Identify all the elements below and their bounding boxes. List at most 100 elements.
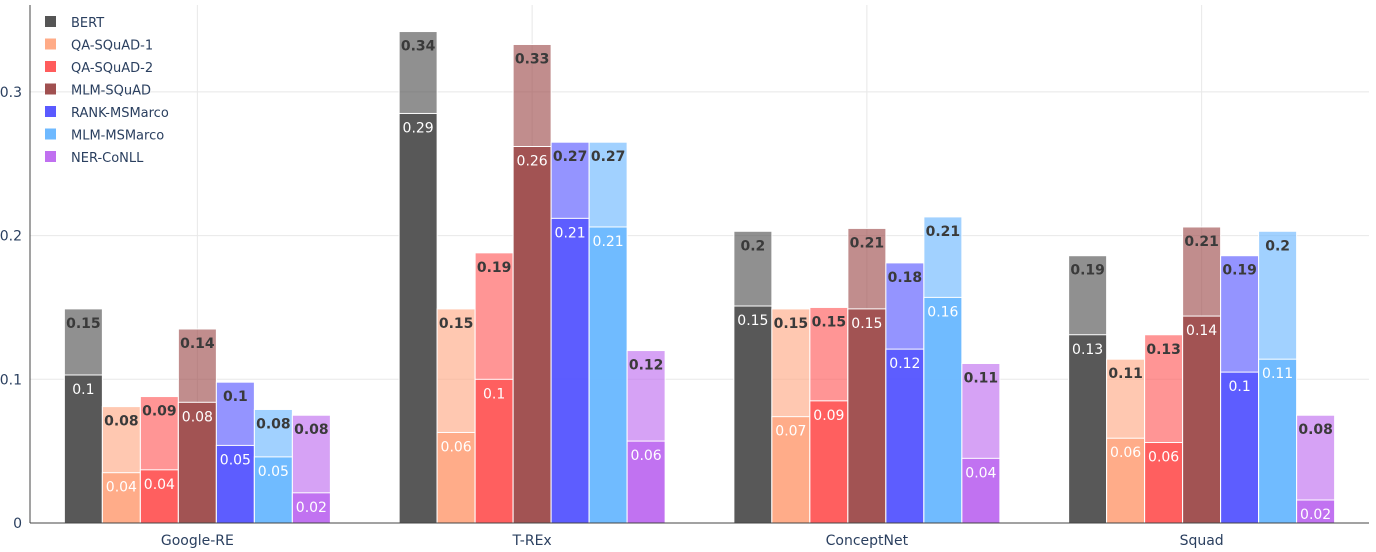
bar-inner-label: 0.15 [737, 313, 768, 329]
bar-inner [139, 469, 179, 524]
bar-inner-label: 0.09 [813, 408, 844, 424]
bar-outer-label: 0.21 [1184, 234, 1219, 250]
bar-inner-label: 0.04 [965, 465, 996, 481]
bar-inner-label: 0.04 [144, 477, 175, 493]
bar-inner-label: 0.02 [1300, 507, 1331, 523]
bar-outer-label: 0.27 [591, 149, 626, 165]
bar-inner [847, 308, 887, 524]
bar-inner-label: 0.08 [182, 409, 213, 425]
bar-inner [1068, 334, 1108, 524]
bar-inner [588, 226, 628, 524]
bar-inner-label: 0.1 [483, 386, 505, 402]
bar-outer-label: 0.21 [850, 235, 885, 251]
x-tick-label: T-REx [512, 533, 552, 549]
bar-inner-label: 0.21 [593, 234, 624, 250]
bar-inner [63, 374, 103, 524]
bar-outer-label: 0.15 [812, 314, 847, 330]
legend-swatch[interactable] [45, 16, 56, 27]
bar-inner-label: 0.15 [851, 316, 882, 332]
bar-outer-label: 0.1 [223, 389, 248, 405]
bar-inner [398, 112, 438, 524]
bar-inner-label: 0.1 [72, 382, 94, 398]
y-tick-label: 0.1 [0, 372, 22, 388]
bar-inner [474, 378, 514, 524]
bar-outer-label: 0.08 [294, 422, 329, 438]
x-tick-label: Google-RE [161, 533, 234, 549]
legend-label[interactable]: RANK-MSMarco [71, 106, 169, 121]
legend-label[interactable]: NER-CoNLL [71, 151, 144, 166]
bar-inner [101, 472, 141, 524]
bar-outer-label: 0.34 [401, 39, 436, 55]
bar-inner [1220, 371, 1260, 524]
bar-inner [1144, 442, 1184, 524]
bar-inner-label: 0.05 [220, 452, 251, 468]
bar-outer-label: 0.27 [553, 149, 588, 165]
bar-inner-label: 0.05 [258, 464, 289, 480]
y-tick-label: 0 [13, 516, 22, 532]
legend-label[interactable]: QA-SQuAD-2 [71, 61, 153, 76]
bar-outer-label: 0.08 [256, 416, 291, 432]
bar-outer-label: 0.08 [104, 414, 139, 430]
bar-outer-label: 0.13 [1146, 342, 1181, 358]
legend-label[interactable]: MLM-SQuAD [71, 84, 151, 99]
bar-outer-label: 0.11 [1108, 366, 1143, 382]
bar-inner-label: 0.06 [441, 439, 472, 455]
bar-inner [1258, 358, 1298, 524]
bar-inner-label: 0.06 [1110, 445, 1141, 461]
bar-inner-label: 0.26 [517, 154, 548, 170]
bar-inner [291, 492, 331, 524]
bar-inner [512, 146, 552, 524]
bar-outer-label: 0.19 [1222, 263, 1257, 279]
bar-inner-label: 0.14 [1186, 323, 1217, 339]
x-tick-label: Squad [1180, 533, 1224, 549]
bar-outer-label: 0.15 [66, 316, 101, 332]
bar-inner [885, 348, 925, 524]
bar-outer-label: 0.2 [740, 238, 765, 254]
bar-inner-label: 0.06 [631, 448, 662, 464]
bar-outer-label: 0.21 [926, 224, 961, 240]
legend-swatch[interactable] [45, 38, 56, 50]
bar-outer-label: 0.33 [515, 51, 550, 67]
bars-layer: 0.15 0.1 0.08 0.04 0.09 0.04 0.14 0.08 0.1 0.05 0.… [63, 31, 1336, 524]
bar-outer-label: 0.19 [477, 260, 512, 276]
bar-outer-label: 0.2 [1265, 238, 1290, 254]
bar-outer-label: 0.19 [1070, 263, 1105, 279]
bar-inner-label: 0.13 [1072, 342, 1103, 358]
bar-inner-label: 0.29 [403, 120, 434, 136]
legend-swatch[interactable] [45, 61, 56, 72]
bar-inner [550, 217, 590, 524]
legend[interactable]: BERT QA-SQuAD-1 QA-SQuAD-2 MLM-SQuAD RANK-MS… [45, 16, 169, 166]
legend-label[interactable]: BERT [71, 16, 104, 31]
bar-outer-label: 0.12 [629, 358, 664, 374]
bar-inner-label: 0.06 [1148, 450, 1179, 466]
bar-outer-label: 0.11 [964, 370, 999, 386]
bar-inner-label: 0.04 [106, 480, 137, 496]
bar-outer-label: 0.14 [180, 336, 215, 352]
legend-swatch[interactable] [45, 83, 56, 95]
legend-swatch[interactable] [45, 151, 56, 162]
bar-inner [436, 431, 476, 524]
bar-outer-label: 0.08 [1298, 422, 1333, 438]
bar-outer-label: 0.09 [142, 404, 177, 420]
bar-inner-label: 0.02 [296, 500, 327, 516]
x-tick-label: ConceptNet [826, 533, 909, 549]
bar-inner [733, 305, 773, 524]
bar-inner-label: 0.07 [775, 424, 806, 440]
bar-inner-label: 0.12 [889, 356, 920, 372]
bar-inner-label: 0.1 [1228, 379, 1250, 395]
bar-outer-label: 0.15 [439, 316, 474, 332]
bar-inner [961, 457, 1001, 524]
legend-swatch[interactable] [45, 128, 56, 140]
bar-inner-label: 0.11 [1262, 366, 1293, 382]
axis-layer: 0 0.1 0.2 0.3 Google-RE T-REx ConceptNet Squad [0, 5, 1369, 549]
legend-swatch[interactable] [45, 106, 56, 117]
bar-inner-label: 0.21 [555, 225, 586, 241]
y-tick-label: 0.3 [0, 85, 22, 101]
bar-inner [923, 296, 963, 524]
legend-label[interactable]: MLM-MSMarco [71, 129, 164, 144]
legend-label[interactable]: QA-SQuAD-1 [71, 39, 153, 54]
bar-inner [1182, 315, 1222, 524]
bar-outer-label: 0.18 [888, 270, 923, 286]
bar-inner [1106, 437, 1146, 524]
y-tick-label: 0.2 [0, 229, 22, 245]
